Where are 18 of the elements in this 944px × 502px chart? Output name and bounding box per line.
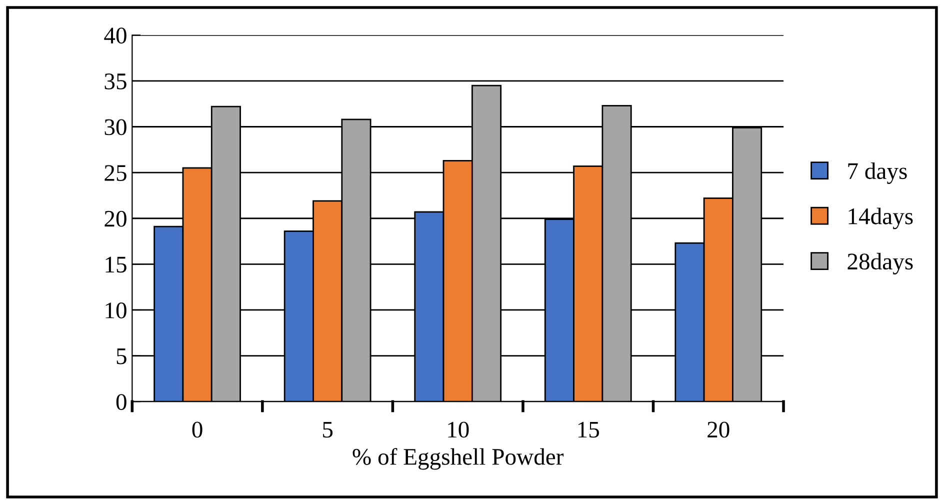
y-tick-label: 15 <box>106 256 126 273</box>
y-tick-label: 25 <box>104 165 126 181</box>
y-tick-label: 5 <box>116 348 126 364</box>
y-tick-label: 30 <box>104 119 126 136</box>
x-axis-title: % of Eggshell Powder <box>352 448 564 470</box>
y-tick-label: 20 <box>104 210 126 227</box>
legend-label: 14days <box>848 208 913 230</box>
y-tick-label: 0 <box>116 394 126 410</box>
x-tick-label: 0 <box>192 422 202 438</box>
legend-label: 28days <box>848 252 913 274</box>
x-tick-label: 15 <box>578 422 599 438</box>
y-tick-label: 40 <box>104 28 126 44</box>
y-tick-label: 10 <box>106 302 126 318</box>
y-tick-label: 35 <box>104 74 126 90</box>
x-tick-label: 10 <box>448 422 469 438</box>
legend-label: 7 days <box>848 162 907 184</box>
x-tick-label: 5 <box>323 422 333 438</box>
x-tick-label: 20 <box>708 422 730 438</box>
